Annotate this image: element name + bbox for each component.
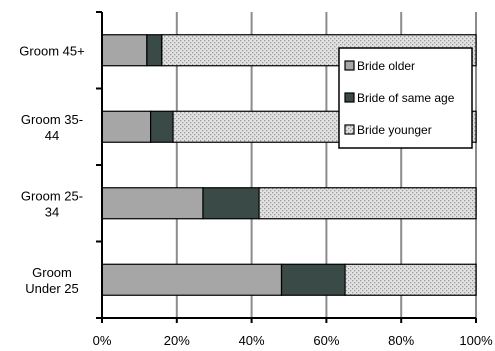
category-label: Groom 25-34 <box>21 188 83 219</box>
category-label-line: Groom 45+ <box>19 43 84 58</box>
bar-segment <box>280 263 346 296</box>
legend-swatch <box>344 92 355 103</box>
bar-segment <box>344 263 477 296</box>
legend-swatch <box>344 60 355 71</box>
category-label-line: Groom <box>32 265 72 280</box>
category-label-line: Under 25 <box>25 281 78 296</box>
category-label: Groom 45+ <box>19 43 84 58</box>
category-label-line: Groom 25- <box>21 188 83 203</box>
x-tick-label: 0% <box>93 333 112 348</box>
category-label: Groom 35-44 <box>21 112 83 143</box>
legend-label: Bride younger <box>357 123 432 137</box>
x-tick-label: 40% <box>239 333 265 348</box>
bar-segment <box>101 263 283 296</box>
x-tick-label: 20% <box>164 333 190 348</box>
bar-segment <box>101 110 152 143</box>
bar-segment <box>150 110 174 143</box>
legend-label: Bride older <box>357 59 415 73</box>
bar-segment <box>101 187 204 220</box>
x-tick-label: 60% <box>313 333 339 348</box>
legend-label: Bride of same age <box>357 91 455 105</box>
category-label: Groom Under 25 <box>25 265 78 296</box>
category-label-line: Groom 35- <box>21 112 83 127</box>
axes <box>96 11 477 323</box>
category-label-line: 44 <box>45 128 59 143</box>
x-tick-label: 80% <box>388 333 414 348</box>
legend-box <box>338 47 473 149</box>
labels: 0% 20% 40% 60% 80% 100%Groom 45+Groom 35-44Gr… <box>19 43 493 348</box>
bar-segment <box>146 34 163 67</box>
legend: Bride older Bride of same age Bride younge… <box>338 47 473 149</box>
bar-segment <box>258 187 477 220</box>
legend-swatch <box>344 124 355 135</box>
bar-segment <box>101 34 148 67</box>
bar-segment <box>202 187 260 220</box>
category-label-line: 34 <box>45 204 59 219</box>
x-tick-label: 100% <box>459 333 493 348</box>
